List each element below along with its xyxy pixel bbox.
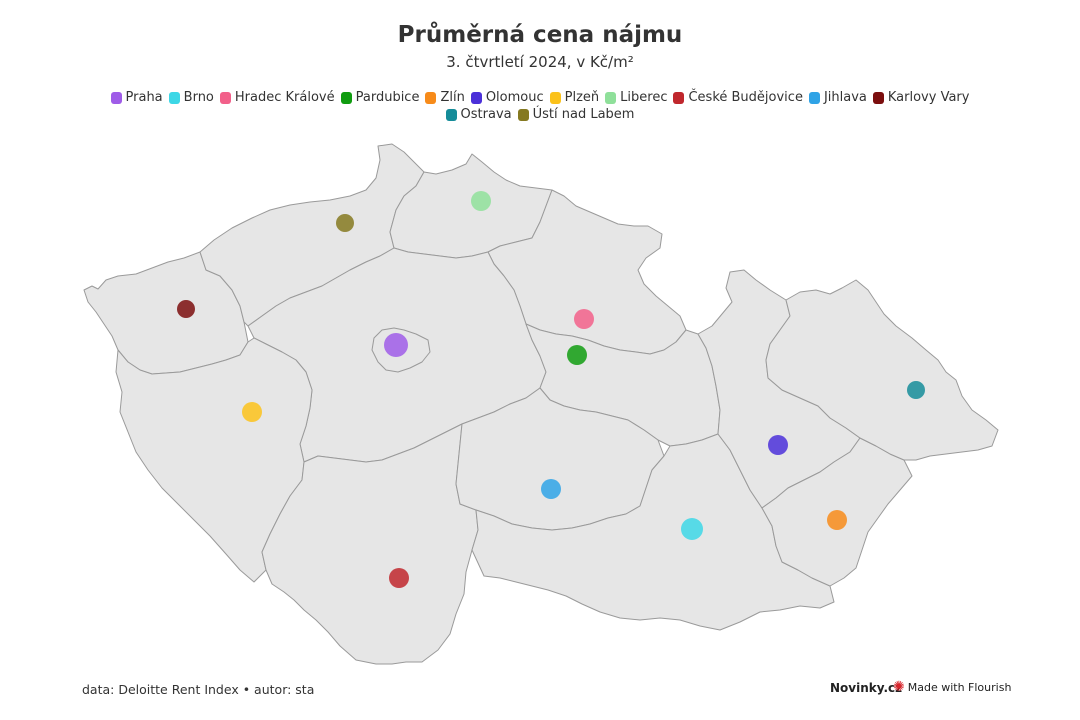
city-marker[interactable]: [827, 510, 847, 530]
city-marker[interactable]: [574, 309, 594, 329]
legend-swatch: [425, 91, 437, 104]
map-regions: [83, 143, 999, 665]
city-marker[interactable]: [907, 381, 925, 399]
legend-item[interactable]: Praha: [110, 89, 163, 106]
legend-swatch: [549, 91, 561, 104]
legend-swatch: [340, 91, 352, 104]
city-marker[interactable]: [541, 479, 561, 499]
city-marker[interactable]: [177, 300, 195, 318]
legend-swatch: [872, 91, 884, 104]
legend-swatch: [470, 91, 482, 104]
legend-item[interactable]: Plzeň: [549, 89, 600, 106]
legend-item[interactable]: Karlovy Vary: [872, 89, 970, 106]
legend-label: Brno: [183, 90, 214, 105]
city-marker[interactable]: [336, 214, 354, 232]
legend-label: Ústí nad Labem: [532, 107, 635, 122]
region-moravskoslezsky: [765, 279, 999, 461]
legend-label: Hradec Králové: [234, 90, 335, 105]
legend-label: Liberec: [620, 90, 668, 105]
brand-logo[interactable]: Novinky.cz: [830, 681, 903, 695]
source-note: data: Deloitte Rent Index • autor: sta: [82, 682, 315, 697]
legend-swatch: [673, 91, 685, 104]
legend-swatch: [110, 91, 122, 104]
legend-swatch: [808, 91, 820, 104]
city-marker[interactable]: [242, 402, 262, 422]
legend-label: Plzeň: [564, 90, 600, 105]
city-marker[interactable]: [389, 568, 409, 588]
city-marker[interactable]: [384, 333, 408, 357]
legend: Praha Brno Hradec Králové Pardubice Zlín Olom…: [90, 89, 990, 123]
legend-swatch: [605, 91, 617, 104]
legend-swatch: [517, 108, 529, 121]
flourish-credit[interactable]: ✺ Made with Flourish: [893, 680, 1011, 694]
legend-item[interactable]: Pardubice: [340, 89, 420, 106]
flourish-credit-label: Made with Flourish: [907, 680, 1012, 694]
legend-label: České Budějovice: [688, 90, 803, 105]
legend-item[interactable]: Olomouc: [470, 89, 544, 106]
flourish-logo-icon: ✺: [893, 679, 905, 695]
city-markers: [177, 191, 925, 588]
legend-item[interactable]: Ústí nad Labem: [517, 106, 635, 123]
legend-swatch: [219, 91, 231, 104]
legend-swatch: [445, 108, 457, 121]
legend-item[interactable]: Brno: [168, 89, 214, 106]
legend-item[interactable]: Hradec Králové: [219, 89, 335, 106]
legend-item[interactable]: Zlín: [425, 89, 465, 106]
legend-label: Praha: [125, 90, 163, 105]
legend-label: Karlovy Vary: [887, 90, 970, 105]
legend-item[interactable]: Ostrava: [445, 106, 512, 123]
city-marker[interactable]: [471, 191, 491, 211]
legend-label: Zlín: [440, 90, 465, 105]
legend-label: Ostrava: [460, 107, 512, 122]
city-marker[interactable]: [567, 345, 587, 365]
legend-item[interactable]: České Budějovice: [673, 89, 803, 106]
city-marker[interactable]: [681, 518, 703, 540]
page-title: Průměrná cena nájmu: [397, 22, 683, 48]
city-marker[interactable]: [768, 435, 788, 455]
page-subtitle: 3. čtvrtletí 2024, v Kč/m²: [446, 53, 634, 71]
legend-label: Olomouc: [485, 90, 544, 105]
legend-item[interactable]: Liberec: [605, 89, 667, 106]
legend-swatch: [168, 91, 180, 104]
legend-label: Jihlava: [823, 90, 867, 105]
legend-label: Pardubice: [355, 90, 420, 105]
legend-item[interactable]: Jihlava: [808, 89, 867, 106]
region-jihocesky: [261, 423, 479, 665]
